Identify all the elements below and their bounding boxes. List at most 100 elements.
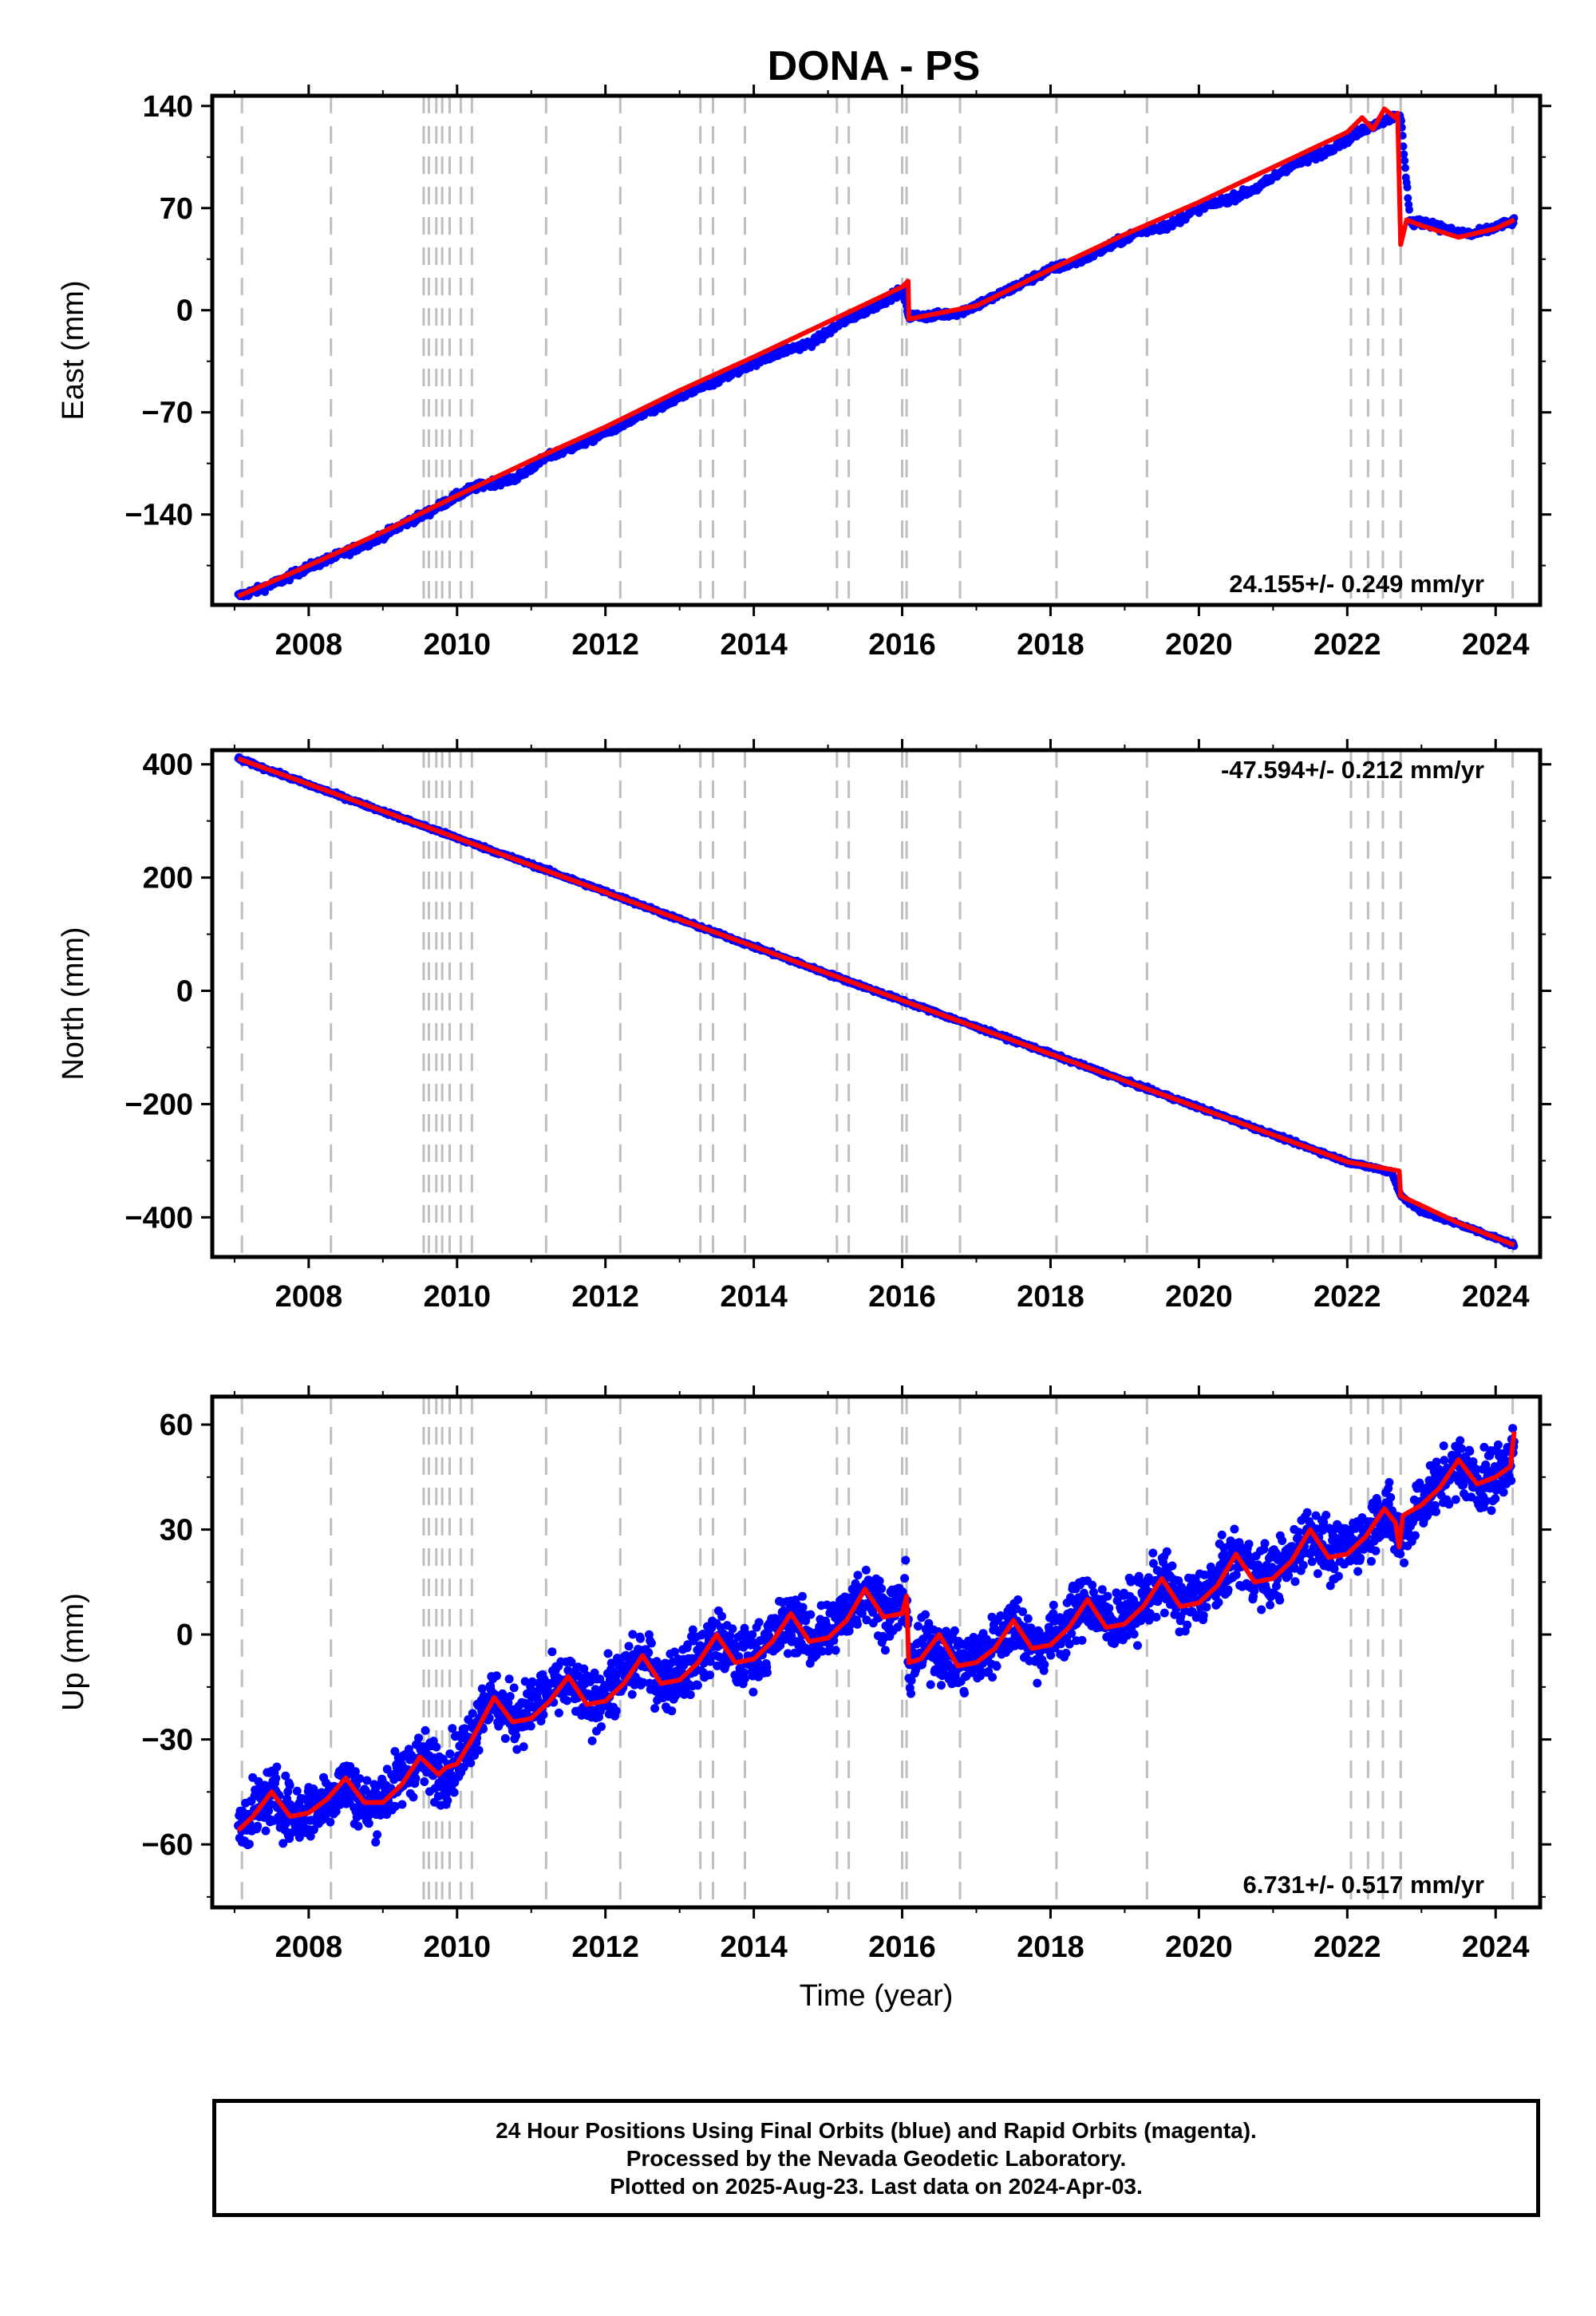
data-point — [547, 1647, 557, 1657]
data-point — [1399, 142, 1408, 151]
xtick-label: 2024 — [1462, 628, 1530, 662]
data-point — [373, 1830, 382, 1840]
data-point — [460, 1724, 469, 1733]
plot-frame — [210, 93, 1543, 607]
data-point — [420, 1777, 429, 1786]
data-point — [646, 1638, 656, 1648]
plot-area — [234, 106, 1519, 601]
xtick-label: 2008 — [275, 1280, 343, 1314]
data-point — [421, 1725, 430, 1735]
data-point — [500, 1733, 510, 1743]
data-point — [397, 1800, 407, 1809]
data-point — [624, 1642, 634, 1651]
xtick-label: 2014 — [720, 1280, 788, 1314]
ytick-label: −140 — [124, 499, 193, 532]
data-point — [371, 1837, 381, 1847]
data-point — [355, 1774, 365, 1784]
series-daily-positions — [234, 1424, 1519, 1850]
data-point — [644, 1648, 654, 1658]
data-point — [563, 1696, 572, 1705]
data-point — [509, 1683, 519, 1693]
figure-title: DONA - PS — [768, 43, 981, 89]
ytick-label: 400 — [143, 749, 193, 782]
data-point — [474, 1745, 484, 1755]
data-point — [264, 1806, 274, 1816]
data-point — [1405, 205, 1413, 214]
data-point — [306, 1832, 315, 1841]
data-point — [554, 1708, 563, 1717]
data-point — [606, 1658, 616, 1668]
data-point — [455, 1741, 464, 1751]
data-point — [628, 1630, 638, 1639]
data-point — [443, 1796, 452, 1805]
data-point — [539, 1710, 548, 1720]
xtick-label: 2012 — [571, 628, 639, 662]
data-point — [364, 1819, 373, 1828]
xtick-label: 2018 — [1017, 628, 1084, 662]
data-point — [449, 1788, 459, 1797]
data-point — [587, 1736, 597, 1745]
series-model-fit — [237, 756, 1515, 1247]
data-point — [652, 1657, 662, 1666]
data-point — [468, 1709, 477, 1718]
data-point — [504, 1674, 514, 1684]
xtick-label: 2016 — [868, 628, 936, 662]
data-point — [292, 1786, 302, 1796]
data-point — [281, 1771, 290, 1780]
y-axis-label: East (mm) — [57, 280, 90, 420]
xtick-label: 2016 — [868, 1280, 936, 1314]
data-point — [667, 1706, 677, 1716]
data-point — [409, 1792, 418, 1802]
ytick-label: −200 — [124, 1088, 193, 1121]
xtick-label: 2020 — [1165, 1280, 1233, 1314]
data-point — [414, 1733, 423, 1743]
data-point — [362, 1776, 372, 1785]
data-point — [448, 1724, 457, 1733]
y-axis-label: North (mm) — [57, 927, 90, 1080]
data-point — [254, 1777, 263, 1786]
data-point — [1400, 150, 1408, 159]
data-point — [512, 1731, 521, 1741]
ytick-label: 140 — [143, 90, 193, 124]
data-point — [432, 1742, 441, 1752]
xtick-label: 2022 — [1314, 1280, 1381, 1314]
data-point — [579, 1664, 589, 1674]
data-point — [445, 1749, 455, 1758]
plot-frame — [210, 748, 1543, 1259]
data-point — [261, 1826, 271, 1836]
xtick-label: 2008 — [275, 628, 343, 662]
event-lines — [240, 96, 1515, 605]
data-point — [279, 1839, 288, 1848]
data-point — [391, 1801, 400, 1811]
xtick-label: 2010 — [423, 1280, 491, 1314]
xtick-label: 2014 — [720, 628, 788, 662]
data-point — [597, 1722, 606, 1731]
data-point — [670, 1647, 679, 1657]
xtick-label: 2022 — [1314, 628, 1381, 662]
xtick-label: 2024 — [1462, 1280, 1530, 1314]
rate-label: 24.155+/- 0.249 mm/yr — [1229, 570, 1484, 598]
data-point — [484, 1713, 494, 1723]
plot-area — [234, 1424, 1519, 1850]
data-point — [611, 1706, 621, 1716]
data-point — [326, 1817, 335, 1827]
data-point — [459, 1762, 468, 1772]
data-point — [331, 1807, 341, 1816]
xtick-label: 2020 — [1165, 628, 1233, 662]
xtick-label: 2012 — [571, 1280, 639, 1314]
data-point — [603, 1649, 613, 1658]
data-point — [636, 1634, 645, 1643]
data-point — [285, 1780, 294, 1790]
data-point — [253, 1821, 263, 1831]
data-point — [1404, 194, 1412, 203]
data-point — [466, 1758, 476, 1768]
rate-label: -47.594+/- 0.212 mm/yr — [1221, 756, 1484, 784]
data-point — [1400, 156, 1409, 165]
event-lines — [240, 1397, 1515, 1907]
data-point — [1401, 164, 1409, 172]
plot-area — [234, 753, 1519, 1251]
